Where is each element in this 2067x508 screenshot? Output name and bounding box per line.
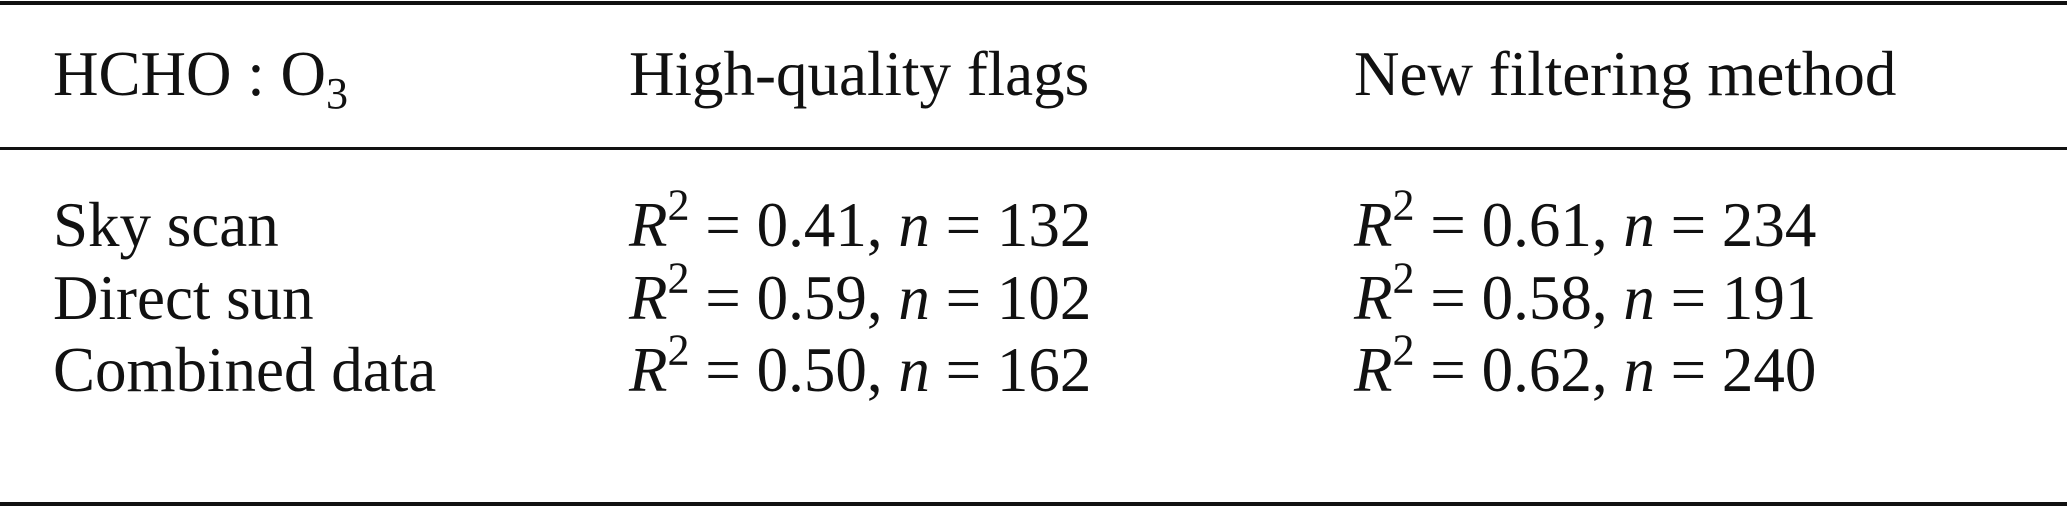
equals: = [1414,190,1482,260]
equals: = [689,190,757,260]
n-symbol: n [898,263,930,333]
cell-high-quality-flags: R2 = 0.50, n = 162 [629,328,1091,402]
n-symbol: n [898,335,930,405]
row-label: Sky scan [53,190,279,260]
comma: , [1591,263,1624,333]
equals: = [689,263,757,333]
r2-value: 0.62 [1481,335,1592,405]
r2-value: 0.61 [1481,190,1592,260]
r2-value: 0.41 [756,190,867,260]
r-symbol: R [1354,190,1393,260]
r-symbol: R [1354,335,1393,405]
r2-value: 0.59 [756,263,867,333]
header-high-quality-flags: High-quality flags [629,39,1090,109]
n-symbol: n [1623,190,1655,260]
comma: , [866,190,899,260]
r2-value: 0.58 [1481,263,1592,333]
cell-new-filtering-method: R2 = 0.58, n = 191 [1354,256,1816,330]
equals: = [929,263,997,333]
equals: = [1414,263,1482,333]
n-value: 191 [1721,263,1817,333]
header-rule [0,147,2067,150]
exponent: 2 [667,325,690,375]
equals: = [1654,335,1722,405]
equals: = [1654,190,1722,260]
comma: , [866,263,899,333]
row-label: Direct sun [53,263,314,333]
exponent: 2 [1392,325,1415,375]
n-symbol: n [1623,335,1655,405]
comma: , [1591,190,1624,260]
row-label: Combined data [53,335,437,405]
exponent: 2 [1392,253,1415,303]
exponent: 2 [667,253,690,303]
equals: = [689,335,757,405]
n-value: 132 [996,190,1092,260]
header-new-filtering-method: New filtering method [1354,39,1897,109]
equals: = [929,335,997,405]
cell-high-quality-flags: R2 = 0.59, n = 102 [629,256,1091,330]
cell-new-filtering-method: R2 = 0.62, n = 240 [1354,328,1816,402]
n-value: 102 [996,263,1092,333]
header-ratio: HCHO : O3 [53,39,349,119]
exponent: 2 [1392,180,1415,230]
top-rule [0,1,2067,5]
cell-new-filtering-method: R2 = 0.61, n = 234 [1354,183,1816,257]
n-value: 162 [996,335,1092,405]
r-symbol: R [1354,263,1393,333]
n-symbol: n [1623,263,1655,333]
equals: = [1654,263,1722,333]
equals: = [929,190,997,260]
exponent: 2 [667,180,690,230]
r-symbol: R [629,335,668,405]
equals: = [1414,335,1482,405]
comma: , [1591,335,1624,405]
cell-high-quality-flags: R2 = 0.41, n = 132 [629,183,1091,257]
r2-value: 0.50 [756,335,867,405]
bottom-rule [0,502,2067,506]
r-symbol: R [629,190,668,260]
n-symbol: n [898,190,930,260]
r-symbol: R [629,263,668,333]
n-value: 240 [1721,335,1817,405]
n-value: 234 [1721,190,1817,260]
comma: , [866,335,899,405]
